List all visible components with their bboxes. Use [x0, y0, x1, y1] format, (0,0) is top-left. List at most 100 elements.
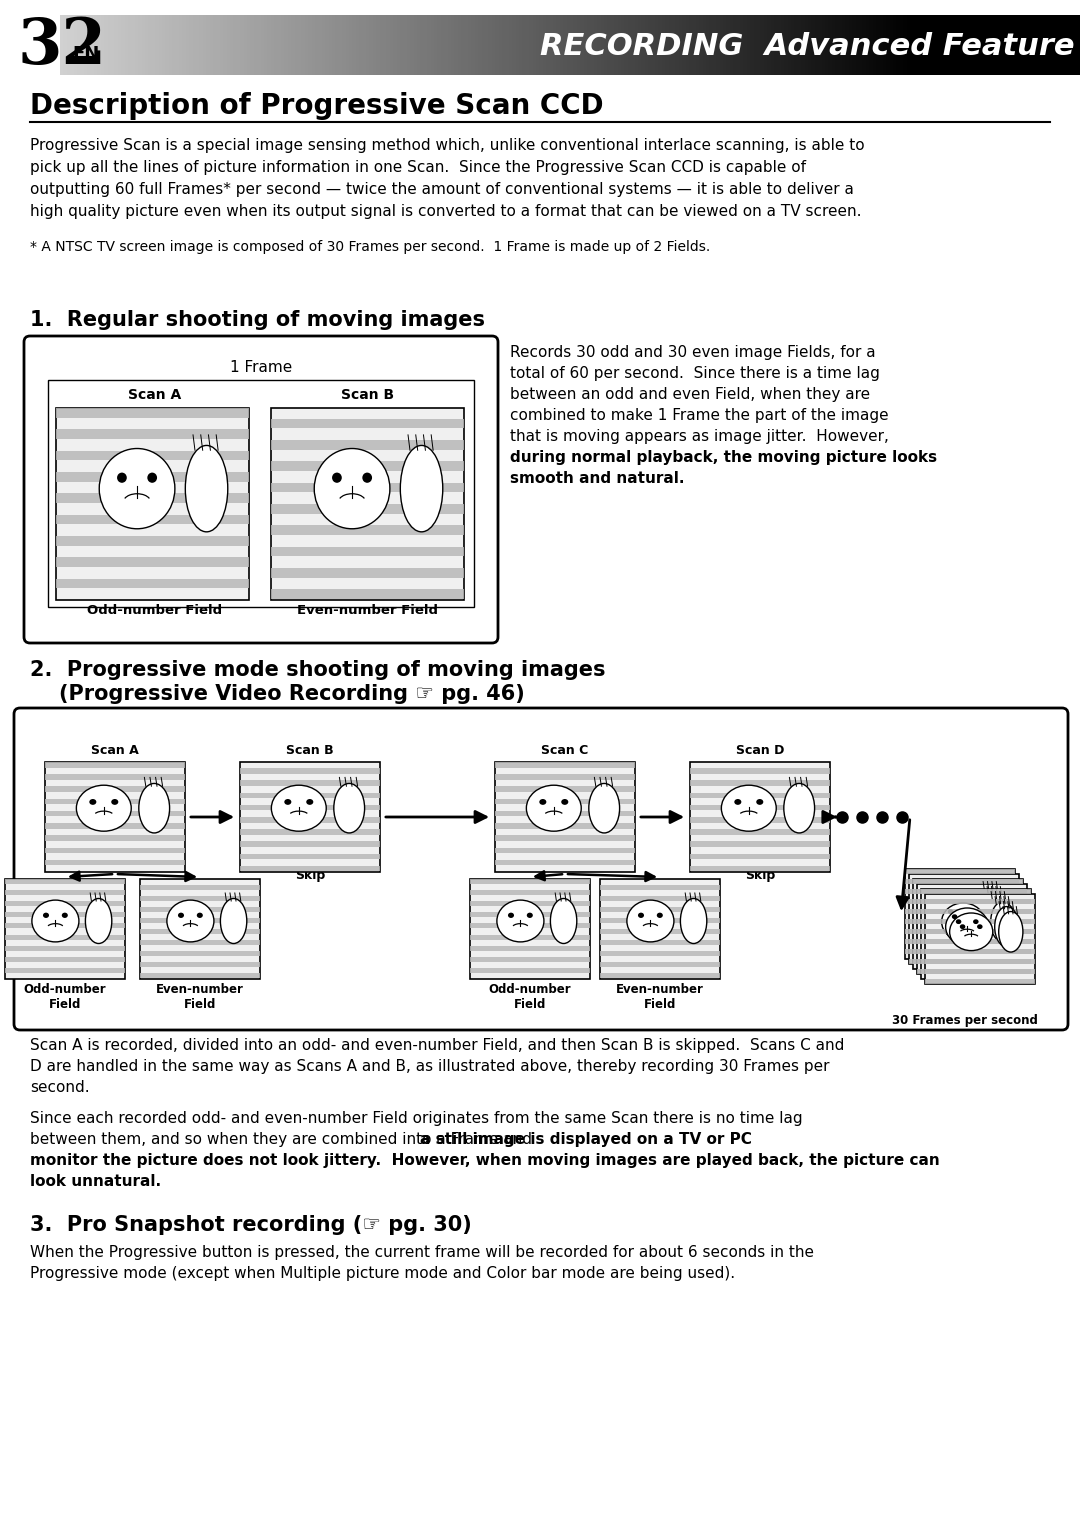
- Bar: [1018, 15, 1023, 75]
- Text: Description of Progressive Scan CCD: Description of Progressive Scan CCD: [30, 92, 604, 120]
- Bar: [145, 15, 149, 75]
- Ellipse shape: [562, 799, 568, 805]
- Bar: [271, 15, 275, 75]
- Bar: [791, 15, 795, 75]
- Bar: [923, 15, 928, 75]
- Bar: [495, 823, 635, 829]
- Bar: [77, 15, 81, 75]
- Bar: [567, 15, 571, 75]
- Bar: [271, 589, 464, 599]
- Bar: [1009, 15, 1013, 75]
- Bar: [618, 15, 622, 75]
- Bar: [281, 15, 285, 75]
- Bar: [45, 786, 185, 793]
- Bar: [339, 15, 343, 75]
- Bar: [56, 558, 249, 567]
- Bar: [140, 950, 260, 957]
- Bar: [132, 15, 136, 75]
- Bar: [910, 15, 915, 75]
- Bar: [56, 537, 249, 546]
- Bar: [611, 15, 616, 75]
- Bar: [863, 15, 867, 75]
- Text: 2.  Progressive mode shooting of moving images: 2. Progressive mode shooting of moving i…: [30, 661, 606, 681]
- Bar: [271, 569, 464, 578]
- Bar: [431, 15, 435, 75]
- Bar: [240, 866, 380, 871]
- Bar: [502, 15, 507, 75]
- Bar: [781, 15, 785, 75]
- Bar: [271, 440, 464, 449]
- Text: Even-number
Field: Even-number Field: [616, 983, 704, 1010]
- Bar: [683, 15, 687, 75]
- Bar: [140, 895, 260, 901]
- Text: that is moving appears as image jitter.  However,: that is moving appears as image jitter. …: [510, 429, 889, 445]
- Bar: [955, 15, 959, 75]
- FancyBboxPatch shape: [24, 336, 498, 642]
- Bar: [563, 15, 568, 75]
- Bar: [924, 894, 1035, 984]
- Ellipse shape: [756, 799, 764, 805]
- Bar: [482, 15, 486, 75]
- Bar: [924, 929, 1035, 934]
- Bar: [118, 15, 122, 75]
- Bar: [690, 762, 831, 872]
- Bar: [727, 15, 731, 75]
- Bar: [716, 15, 720, 75]
- Text: combined to make 1 Frame the part of the image: combined to make 1 Frame the part of the…: [510, 408, 889, 423]
- Text: (Progressive Video Recording ☞ pg. 46): (Progressive Video Recording ☞ pg. 46): [30, 684, 525, 704]
- Bar: [451, 15, 456, 75]
- Bar: [913, 878, 1023, 969]
- Ellipse shape: [139, 783, 170, 832]
- Text: 32: 32: [18, 15, 107, 77]
- Bar: [654, 15, 660, 75]
- Ellipse shape: [167, 900, 214, 941]
- Text: Even-number
Field: Even-number Field: [157, 983, 244, 1010]
- Text: 1 Frame: 1 Frame: [230, 360, 292, 376]
- Ellipse shape: [990, 901, 1015, 943]
- Bar: [1036, 15, 1040, 75]
- Bar: [909, 929, 1020, 934]
- Text: second.: second.: [30, 1081, 90, 1095]
- Text: Even-number Field: Even-number Field: [297, 604, 438, 616]
- Bar: [852, 15, 856, 75]
- Bar: [264, 15, 269, 75]
- Bar: [301, 15, 306, 75]
- Bar: [240, 780, 380, 786]
- Bar: [913, 940, 1023, 943]
- Bar: [5, 878, 125, 980]
- Ellipse shape: [362, 472, 372, 483]
- Ellipse shape: [960, 924, 966, 929]
- Bar: [111, 15, 116, 75]
- Bar: [470, 878, 590, 885]
- Ellipse shape: [995, 906, 1018, 947]
- Text: When the Progressive button is pressed, the current frame will be recorded for a: When the Progressive button is pressed, …: [30, 1245, 814, 1260]
- Bar: [213, 15, 217, 75]
- Bar: [346, 15, 350, 75]
- Text: a still image is displayed on a TV or PC: a still image is displayed on a TV or PC: [420, 1131, 752, 1147]
- Ellipse shape: [983, 892, 1007, 932]
- Bar: [360, 15, 364, 75]
- Bar: [958, 15, 962, 75]
- Bar: [414, 15, 418, 75]
- Bar: [349, 15, 353, 75]
- Bar: [921, 909, 1031, 914]
- Bar: [921, 898, 1031, 903]
- Bar: [312, 15, 316, 75]
- Text: 3.  Pro Snapshot recording (☞ pg. 30): 3. Pro Snapshot recording (☞ pg. 30): [30, 1216, 472, 1236]
- Bar: [1056, 15, 1061, 75]
- Bar: [48, 380, 474, 607]
- Bar: [417, 15, 421, 75]
- Bar: [495, 762, 635, 768]
- Ellipse shape: [948, 909, 954, 914]
- Bar: [108, 15, 112, 75]
- Ellipse shape: [117, 472, 126, 483]
- Ellipse shape: [638, 912, 644, 918]
- Ellipse shape: [937, 898, 981, 935]
- Bar: [600, 918, 720, 923]
- Bar: [475, 15, 480, 75]
- Bar: [710, 15, 714, 75]
- Bar: [604, 15, 608, 75]
- Bar: [672, 15, 676, 75]
- Text: outputting 60 full Frames* per second — twice the amount of conventional systems: outputting 60 full Frames* per second — …: [30, 182, 854, 198]
- Text: Scan A is recorded, divided into an odd- and even-number Field, and then Scan B : Scan A is recorded, divided into an odd-…: [30, 1038, 845, 1053]
